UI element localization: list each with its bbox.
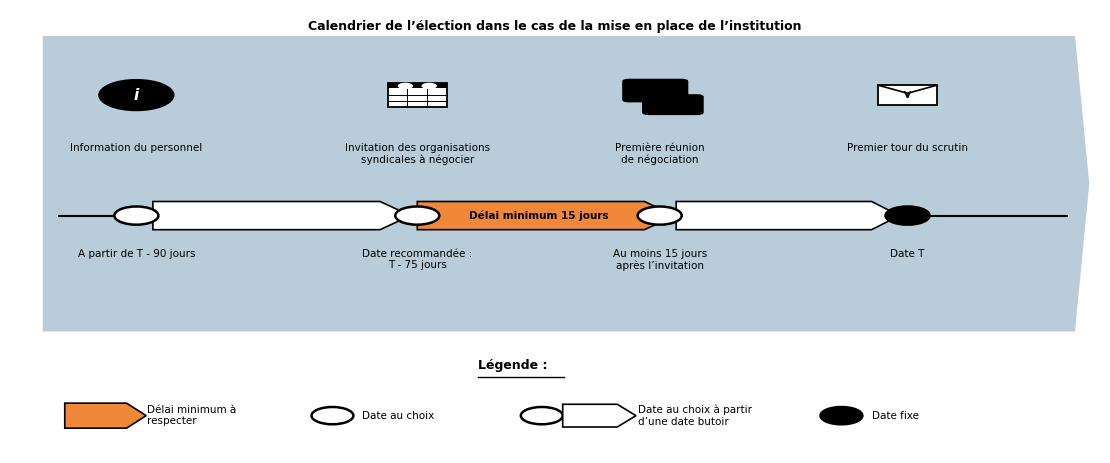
Text: A partir de T - 90 jours: A partir de T - 90 jours — [78, 249, 195, 259]
Text: Calendrier de l’élection dans le cas de la mise en place de l’institution: Calendrier de l’élection dans le cas de … — [309, 20, 801, 33]
Polygon shape — [417, 201, 675, 230]
Polygon shape — [42, 36, 1089, 332]
FancyBboxPatch shape — [878, 85, 937, 105]
Text: Première réunion
de négociation: Première réunion de négociation — [615, 143, 705, 165]
Text: Délai minimum 15 jours: Délai minimum 15 jours — [468, 210, 608, 221]
Text: Au moins 15 jours
après l’invitation: Au moins 15 jours après l’invitation — [613, 249, 707, 271]
Text: Premier tour du scrutin: Premier tour du scrutin — [847, 143, 968, 153]
Text: Date recommandée :
T - 75 jours: Date recommandée : T - 75 jours — [362, 249, 473, 270]
Text: Date T: Date T — [890, 249, 925, 259]
Circle shape — [395, 206, 440, 225]
Text: Date fixe: Date fixe — [872, 411, 919, 421]
FancyBboxPatch shape — [642, 94, 704, 115]
FancyBboxPatch shape — [387, 83, 447, 107]
Polygon shape — [153, 201, 411, 230]
Text: i: i — [133, 88, 139, 103]
Text: Légende :: Légende : — [478, 359, 547, 372]
Circle shape — [114, 206, 159, 225]
Polygon shape — [563, 404, 636, 427]
Circle shape — [521, 407, 563, 424]
Text: Invitation des organisations
syndicales à négocier: Invitation des organisations syndicales … — [345, 143, 490, 165]
Text: Information du personnel: Information du personnel — [70, 143, 202, 153]
Circle shape — [886, 206, 929, 225]
Polygon shape — [64, 403, 147, 428]
Circle shape — [99, 80, 174, 111]
Text: Date au choix: Date au choix — [362, 411, 434, 421]
FancyBboxPatch shape — [387, 83, 447, 88]
Circle shape — [637, 206, 682, 225]
FancyBboxPatch shape — [623, 79, 688, 102]
Circle shape — [820, 407, 862, 424]
Circle shape — [312, 407, 353, 424]
Text: Délai minimum à
respecter: Délai minimum à respecter — [148, 405, 236, 426]
Text: Date au choix à partir
d’une date butoir: Date au choix à partir d’une date butoir — [637, 405, 751, 427]
Polygon shape — [676, 201, 899, 230]
Circle shape — [397, 83, 413, 89]
Circle shape — [422, 83, 437, 89]
